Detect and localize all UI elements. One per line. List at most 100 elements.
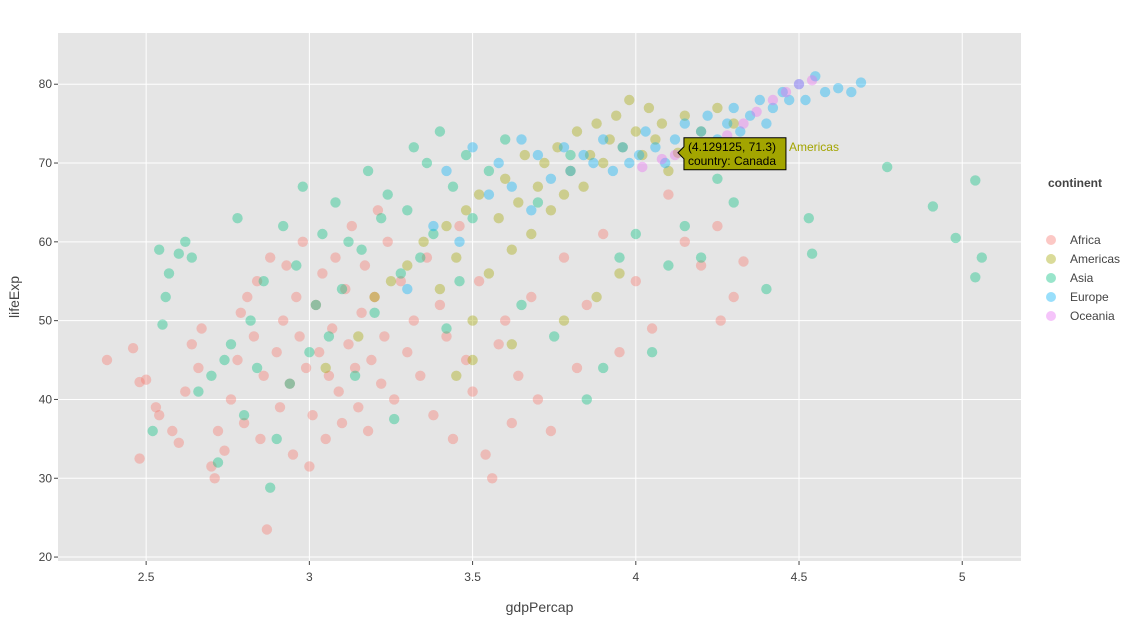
data-point-americas[interactable] <box>369 291 380 303</box>
data-point-asia[interactable] <box>343 236 354 247</box>
data-point-asia[interactable] <box>291 260 302 271</box>
data-point-africa[interactable] <box>101 354 113 366</box>
data-point-africa[interactable] <box>473 276 485 287</box>
data-point-africa[interactable] <box>343 339 354 350</box>
data-point-africa[interactable] <box>330 252 341 263</box>
data-point-americas[interactable] <box>483 268 495 279</box>
data-point-africa[interactable] <box>167 425 178 437</box>
data-point-americas[interactable] <box>712 102 723 114</box>
data-point-africa[interactable] <box>581 299 592 311</box>
data-point-africa[interactable] <box>238 417 250 429</box>
data-point-africa[interactable] <box>134 453 145 464</box>
data-point-europe[interactable] <box>624 157 635 169</box>
data-point-asia[interactable] <box>927 201 939 212</box>
data-point-europe[interactable] <box>545 173 557 184</box>
data-point-africa[interactable] <box>173 437 184 448</box>
data-point-americas[interactable] <box>571 126 583 137</box>
data-point-asia[interactable] <box>376 213 387 224</box>
data-point-americas[interactable] <box>591 118 602 129</box>
data-point-asia[interactable] <box>882 161 893 173</box>
data-point-americas[interactable] <box>578 181 589 192</box>
data-point-europe[interactable] <box>669 134 681 145</box>
data-point-europe[interactable] <box>483 189 495 200</box>
data-point-americas[interactable] <box>552 142 563 153</box>
data-point-africa[interactable] <box>447 433 459 445</box>
data-point-asia[interactable] <box>712 173 723 184</box>
data-point-africa[interactable] <box>454 220 465 232</box>
data-point-oceania[interactable] <box>751 106 762 118</box>
data-point-americas[interactable] <box>679 110 690 121</box>
data-point-africa[interactable] <box>346 220 357 232</box>
data-point-africa[interactable] <box>389 394 400 405</box>
data-point-americas[interactable] <box>385 276 397 287</box>
data-point-oceania[interactable] <box>780 86 792 98</box>
data-point-africa[interactable] <box>379 331 390 342</box>
data-point-africa[interactable] <box>614 347 625 358</box>
data-point-europe[interactable] <box>402 283 413 295</box>
data-point-oceania[interactable] <box>656 153 668 165</box>
data-point-americas[interactable] <box>441 220 452 232</box>
data-point-americas[interactable] <box>451 370 462 381</box>
data-point-americas[interactable] <box>637 149 648 161</box>
data-point-americas[interactable] <box>434 283 446 295</box>
data-point-africa[interactable] <box>630 276 641 287</box>
data-point-africa[interactable] <box>209 473 220 484</box>
data-point-asia[interactable] <box>395 268 406 279</box>
data-point-asia[interactable] <box>278 220 289 232</box>
data-point-americas[interactable] <box>630 126 641 137</box>
data-point-asia[interactable] <box>441 323 452 334</box>
data-point-asia[interactable] <box>402 205 413 216</box>
data-point-africa[interactable] <box>251 276 263 287</box>
data-point-africa[interactable] <box>598 228 609 240</box>
data-point-americas[interactable] <box>617 142 628 153</box>
data-point-africa[interactable] <box>500 315 511 326</box>
data-point-africa[interactable] <box>415 370 426 381</box>
data-point-africa[interactable] <box>349 362 361 374</box>
data-point-africa[interactable] <box>695 260 707 271</box>
data-point-americas[interactable] <box>591 291 602 303</box>
data-point-asia[interactable] <box>598 362 609 374</box>
data-point-americas[interactable] <box>728 118 739 129</box>
data-point-asia[interactable] <box>317 228 328 240</box>
data-point-europe[interactable] <box>810 71 821 82</box>
data-point-africa[interactable] <box>434 299 446 311</box>
data-point-africa[interactable] <box>513 370 524 381</box>
data-point-asia[interactable] <box>206 370 217 381</box>
data-point-americas[interactable] <box>460 205 472 216</box>
data-point-americas[interactable] <box>493 213 504 224</box>
data-point-americas[interactable] <box>614 268 625 279</box>
data-point-americas[interactable] <box>500 173 511 184</box>
data-point-asia[interactable] <box>421 157 433 169</box>
data-point-americas[interactable] <box>598 157 609 169</box>
data-point-africa[interactable] <box>212 425 224 437</box>
data-point-africa[interactable] <box>206 461 217 472</box>
data-point-africa[interactable] <box>395 276 406 287</box>
data-point-asia[interactable] <box>356 244 367 255</box>
data-point-asia[interactable] <box>516 299 527 311</box>
data-point-africa[interactable] <box>376 378 387 389</box>
data-point-americas[interactable] <box>558 189 570 200</box>
legend-marker-americas[interactable] <box>1046 254 1056 264</box>
data-point-africa[interactable] <box>307 410 318 421</box>
data-point-americas[interactable] <box>611 110 622 121</box>
data-point-americas[interactable] <box>467 354 478 366</box>
data-point-oceania[interactable] <box>637 161 648 173</box>
data-point-europe[interactable] <box>793 79 805 90</box>
data-point-asia[interactable] <box>163 268 175 279</box>
data-point-asia[interactable] <box>415 252 426 263</box>
data-point-europe[interactable] <box>761 118 772 129</box>
data-point-asia[interactable] <box>238 410 250 421</box>
data-point-europe[interactable] <box>588 157 599 169</box>
data-point-americas[interactable] <box>519 149 530 161</box>
data-point-africa[interactable] <box>232 354 243 366</box>
data-point-asia[interactable] <box>614 252 625 263</box>
legend-label-europe[interactable]: Europe <box>1070 290 1109 304</box>
data-point-europe[interactable] <box>506 181 517 192</box>
data-point-asia[interactable] <box>258 276 269 287</box>
data-point-americas[interactable] <box>545 205 557 216</box>
data-point-africa[interactable] <box>300 362 312 374</box>
data-point-africa[interactable] <box>278 315 289 326</box>
data-point-oceania[interactable] <box>806 75 818 86</box>
data-point-asia[interactable] <box>212 457 224 468</box>
data-point-americas[interactable] <box>467 315 478 326</box>
